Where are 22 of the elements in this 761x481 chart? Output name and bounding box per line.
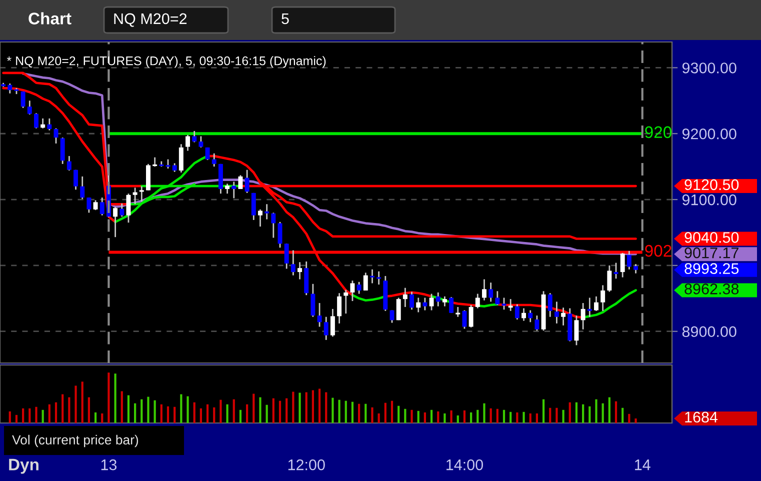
x-tick-label: 12:00 (288, 459, 325, 470)
x-tick-label: 13 (101, 459, 117, 470)
text: 5 (282, 13, 289, 24)
text: * NQ M20=2, FUTURES (DAY), 5, 09:30-16:15 (Dynamic) (6, 56, 326, 68)
y-tick-label: 9200.00 (682, 128, 736, 140)
text: Vol (current price bar) (12, 434, 138, 448)
text: 9040.50 (684, 232, 739, 243)
y-tick-label: 9300.00 (682, 62, 736, 74)
text: 1684 (685, 412, 718, 423)
text: 8993.25 (684, 263, 739, 274)
annotation: 902 (645, 244, 672, 257)
text: Dyn (9, 458, 38, 474)
x-tick-label: 14 (635, 460, 650, 470)
text: Chart (28, 12, 72, 24)
y-tick-label: 9100.00 (682, 194, 736, 206)
text: 9120.50 (684, 179, 739, 190)
text: 8962.38 (684, 284, 739, 294)
annotation: 920 (645, 126, 672, 138)
text: 9017.17 (684, 247, 738, 258)
y-tick-label: 8900.00 (682, 326, 736, 338)
x-tick-label: 14:00 (446, 459, 483, 470)
text: NQ M20=2 (114, 13, 187, 27)
